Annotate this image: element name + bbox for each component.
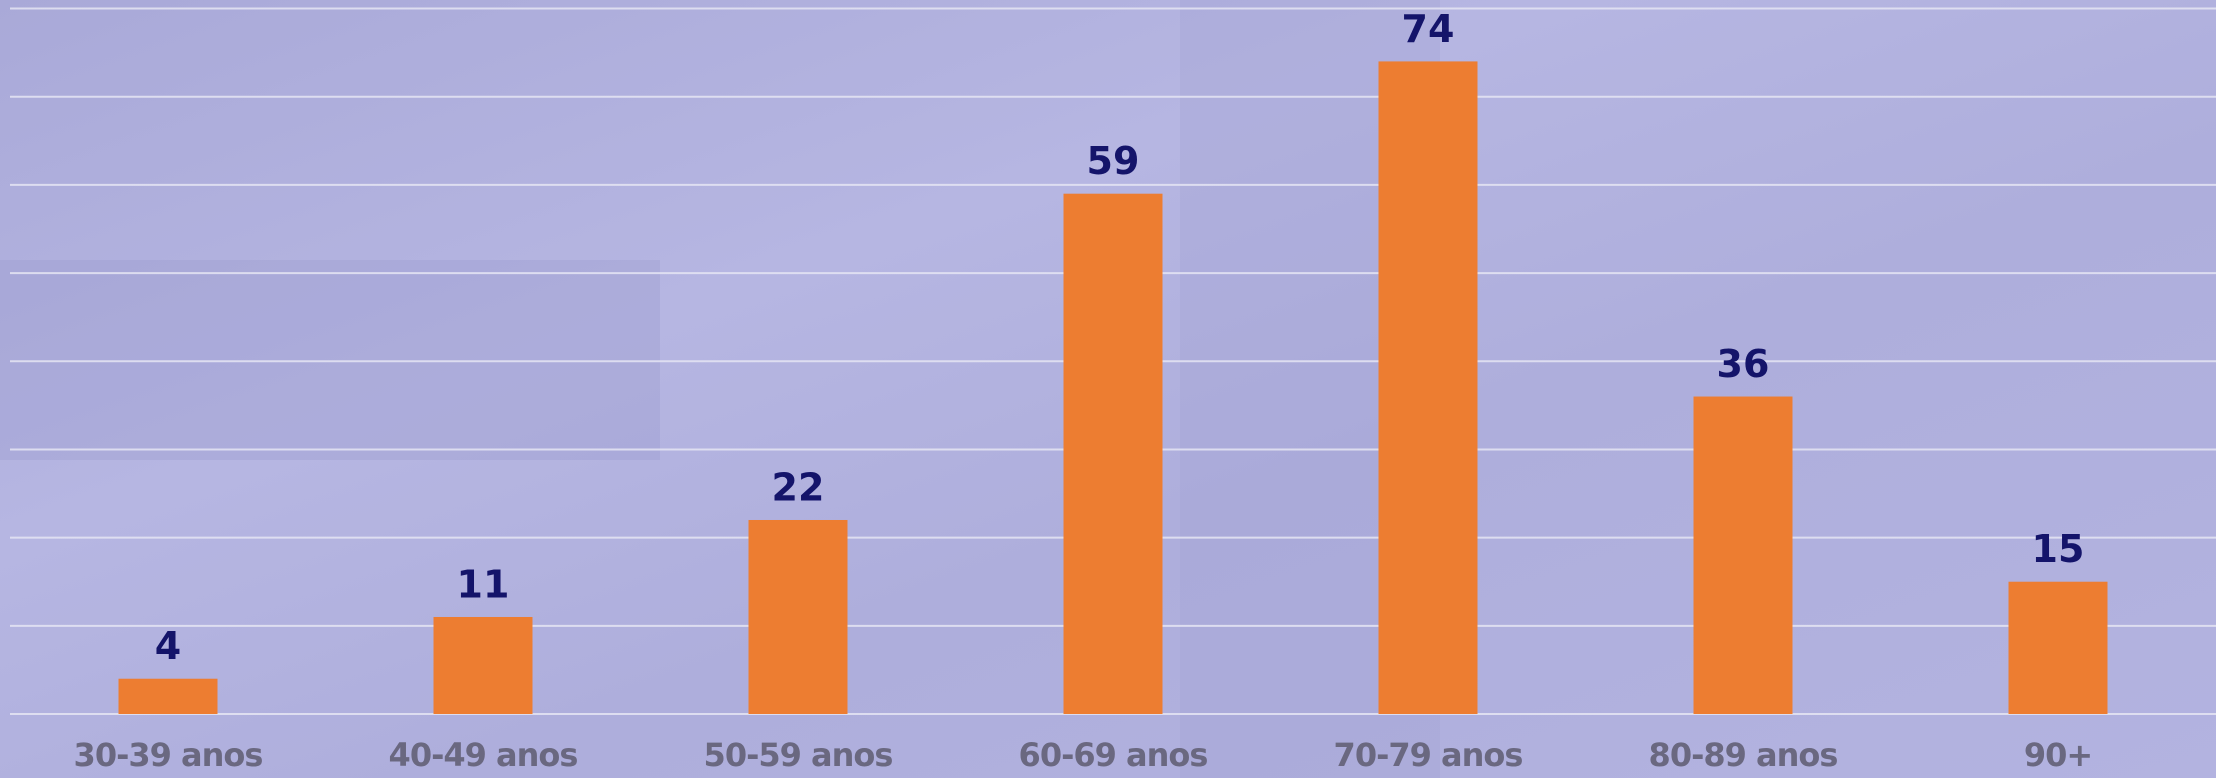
value-label: 36 [1717, 342, 1770, 386]
bar [1063, 193, 1163, 715]
x-tick-label: 50-59 anos [704, 736, 893, 774]
x-tick-label: 30-39 anos [74, 736, 263, 774]
bar [433, 616, 533, 714]
bar [1693, 396, 1793, 714]
background-shade [0, 260, 660, 460]
bar [1378, 61, 1478, 715]
x-tick-label: 80-89 anos [1649, 736, 1838, 774]
x-tick-label: 90+ [2024, 736, 2092, 774]
value-label: 59 [1087, 139, 1140, 183]
x-tick-label: 40-49 anos [389, 736, 578, 774]
value-label: 4 [155, 624, 181, 668]
value-label: 22 [772, 465, 825, 509]
value-label: 11 [457, 562, 510, 606]
value-label: 15 [2032, 527, 2085, 571]
bar [2008, 581, 2108, 714]
bar [118, 678, 218, 714]
x-tick-label: 60-69 anos [1019, 736, 1208, 774]
x-tick-label: 70-79 anos [1334, 736, 1523, 774]
value-label: 74 [1402, 7, 1455, 51]
bar [748, 519, 848, 714]
